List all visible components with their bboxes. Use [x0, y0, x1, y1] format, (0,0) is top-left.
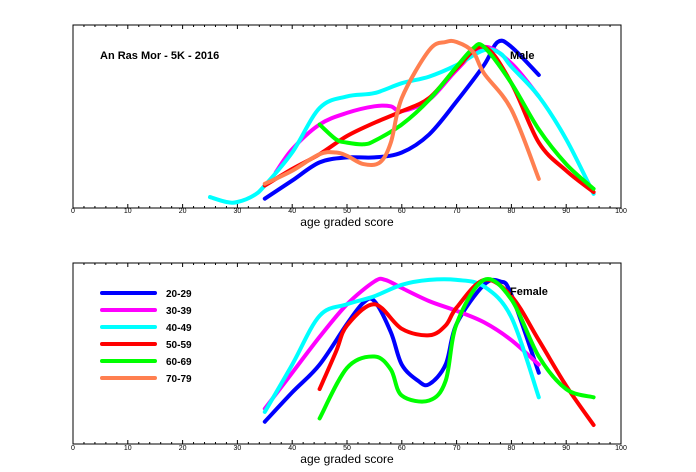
female-panel: 0 10 20 30 40 50 60 70 80 90 100 Female age graded…	[71, 262, 627, 466]
female-x-tick-label: 10	[124, 445, 132, 452]
male-x-tick-label: 80	[508, 208, 516, 215]
legend-label-70-79: 70-79	[166, 374, 192, 385]
male-series-line-70-79	[262, 38, 541, 186]
female-panel-label: Female	[510, 286, 548, 298]
male-series-line-50-59	[262, 44, 596, 195]
male-chart-title: An Ras Mor - 5K - 2016	[100, 50, 219, 62]
legend-label-20-29: 20-29	[166, 289, 192, 300]
female-x-tick-label: 70	[453, 445, 461, 452]
female-x-tick-label: 30	[234, 445, 242, 452]
male-x-axis-label: age graded score	[300, 215, 394, 229]
female-x-tick-label: 90	[562, 445, 570, 452]
male-x-tick-label: 70	[453, 208, 461, 215]
legend-label-60-69: 60-69	[166, 357, 192, 368]
female-series-line-60-69	[317, 277, 596, 421]
female-series-line-30-39	[262, 276, 541, 411]
female-series-line-20-29	[262, 277, 541, 424]
legend-label-30-39: 30-39	[166, 306, 192, 317]
female-x-ticks: 0 10 20 30 40 50 60 70 80 90 100	[71, 263, 627, 452]
male-x-tick-label: 0	[71, 208, 75, 215]
male-series-line-40-49	[208, 47, 596, 205]
male-panel: 0 10 20 30 40 50 60 70 80 90 100 An Ras Mor - 5K -…	[71, 24, 627, 229]
male-x-tick-label: 40	[288, 208, 296, 215]
male-x-tick-label: 30	[234, 208, 242, 215]
female-x-tick-label: 40	[288, 445, 296, 452]
female-series-line-50-59	[317, 277, 596, 427]
female-x-tick-label: 0	[71, 445, 75, 452]
female-x-tick-label: 100	[615, 445, 627, 452]
male-series-line-20-29	[262, 38, 541, 201]
male-x-ticks: 0 10 20 30 40 50 60 70 80 90 100	[71, 25, 627, 215]
female-series-lines	[262, 276, 596, 427]
male-x-tick-label: 20	[179, 208, 187, 215]
female-x-tick-label: 80	[508, 445, 516, 452]
male-x-tick-label: 10	[124, 208, 132, 215]
female-legend: 20-29 30-39 40-49 50-59 60-69 70-79	[100, 289, 192, 385]
male-x-tick-label: 60	[398, 208, 406, 215]
legend-label-40-49: 40-49	[166, 323, 192, 334]
female-x-tick-label: 60	[398, 445, 406, 452]
male-series-line-60-69	[317, 42, 596, 191]
male-x-tick-label: 50	[343, 208, 351, 215]
female-x-tick-label: 50	[343, 445, 351, 452]
male-panel-label: Male	[510, 50, 534, 62]
legend-label-50-59: 50-59	[166, 340, 192, 351]
male-series-lines	[208, 38, 596, 205]
female-x-tick-label: 20	[179, 445, 187, 452]
female-series-line-40-49	[262, 277, 541, 414]
female-x-axis-label: age graded score	[300, 452, 394, 466]
male-x-tick-label: 100	[615, 208, 627, 215]
male-x-tick-label: 90	[562, 208, 570, 215]
